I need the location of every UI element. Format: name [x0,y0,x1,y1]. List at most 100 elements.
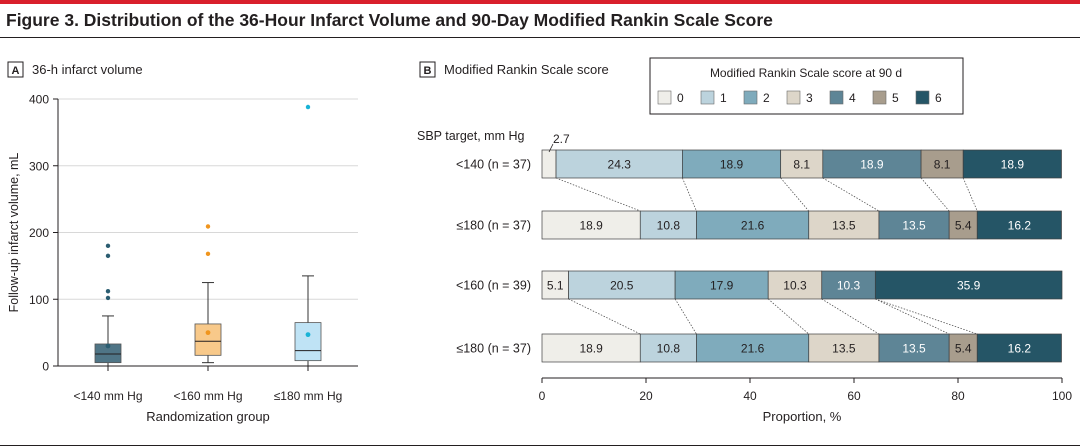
legend-swatch [786,90,801,105]
x-tick-label: 80 [951,389,965,403]
panel-b-title: Modified Rankin Scale score [444,62,609,77]
bar-segment [639,210,697,240]
bar-segment [541,149,557,179]
segment-value-label: 10.3 [837,279,861,293]
bar-segment [541,333,641,363]
bar-segment [767,270,823,300]
row-label: ≤180 (n = 37) [456,219,531,233]
legend-swatch [872,90,887,105]
segment-value-label: 13.5 [832,219,856,233]
box-group [194,224,222,364]
segment-value-label: 35.9 [957,279,981,293]
connector-line [962,177,978,212]
connector-line [920,177,950,212]
legend-label: 6 [935,91,942,105]
legend-swatch [743,90,758,105]
outlier-point [105,295,111,301]
panel-a-label-box [7,61,24,78]
bar-segment [962,149,1062,179]
segment-value-label: 20.5 [610,279,634,293]
connector-line [555,177,641,212]
panel-b-label-box [419,61,436,78]
x-tick-label: 20 [639,389,653,403]
y-tick-label: 200 [29,226,49,240]
outlier-point [105,289,111,294]
connector-line [821,298,880,335]
title-rule [0,37,1080,38]
row-header: SBP target, mm Hg [417,129,524,143]
segment-value-label: 10.8 [657,219,681,233]
bar-segment [555,149,683,179]
outlier-point [305,104,311,110]
y-tick-label: 0 [42,360,49,374]
legend-swatch [700,90,715,105]
segment-value-label: 5.4 [955,219,972,233]
segment-value-label: 18.9 [1001,158,1025,172]
segment-value-label: 5.1 [547,279,564,293]
segment-value-label: 18.9 [579,219,603,233]
legend-title: Modified Rankin Scale score at 90 d [710,66,902,80]
bar-segment [568,270,676,300]
box-group [294,104,322,367]
segment-value-label: 17.9 [710,279,734,293]
y-axis-label: Follow-up infarct volume, mL [7,153,21,313]
segment-value-label: 18.9 [860,158,884,172]
outlier-point [105,253,111,259]
legend-label: 3 [806,91,813,105]
box-mean-marker [305,332,311,338]
box-group [94,243,122,367]
row-label: <140 (n = 37) [456,158,531,172]
bar-segment [822,149,922,179]
connector-line [822,177,880,212]
bar-segment [948,333,978,363]
x-tick-label: 0 [539,389,546,403]
segment-value-label: 13.5 [902,342,926,356]
callout-label: 2.7 [553,132,570,146]
figure-title: Figure 3. Distribution of the 36-Hour In… [6,10,773,30]
bar-segment [878,210,950,240]
x-tick-label: 100 [1052,389,1072,403]
legend-swatch [915,90,930,105]
connector-line [568,298,641,335]
bar-segment [821,270,876,300]
connector-line [875,298,950,335]
x-tick-label: 40 [743,389,757,403]
bar-segment [696,210,810,240]
box-mean-marker [205,330,211,336]
legend-label: 1 [720,91,727,105]
legend: Modified Rankin Scale score at 90 d 0 1 2 3 4… [649,57,964,115]
connector-line [875,298,978,335]
connector-line [767,298,810,335]
bottom-rule [0,445,1080,446]
bar-segment [674,270,769,300]
panel-a-label: A [12,65,20,77]
bar-segment [948,210,978,240]
callout-leader [548,143,554,153]
bar-segment [920,149,964,179]
segment-value-label: 21.6 [741,342,765,356]
x-tick-label: 60 [847,389,861,403]
y-tick-label: 300 [29,159,49,173]
legend-swatch [829,90,844,105]
segment-value-label: 21.6 [741,219,765,233]
segment-value-label: 16.2 [1008,342,1032,356]
x-tick-label: ≤180 mm Hg [274,389,343,403]
connector-line [780,177,810,212]
x-tick-label: <160 mm Hg [173,389,242,403]
x-axis-label: Proportion, % [763,409,842,424]
x-axis-label: Randomization group [146,409,270,424]
bar-segment [696,333,810,363]
box-iqr [194,323,222,356]
segment-value-label: 13.5 [902,219,926,233]
legend-label: 5 [892,91,899,105]
bar-segment [682,149,782,179]
panel-a-title: 36-h infarct volume [32,62,143,77]
segment-value-label: 24.3 [608,158,632,172]
x-tick-label: <140 mm Hg [73,389,142,403]
outlier-point [205,224,211,229]
connector-line [674,298,697,335]
segment-value-label: 16.2 [1008,219,1032,233]
segment-value-label: 18.9 [720,158,744,172]
segment-value-label: 18.9 [579,342,603,356]
